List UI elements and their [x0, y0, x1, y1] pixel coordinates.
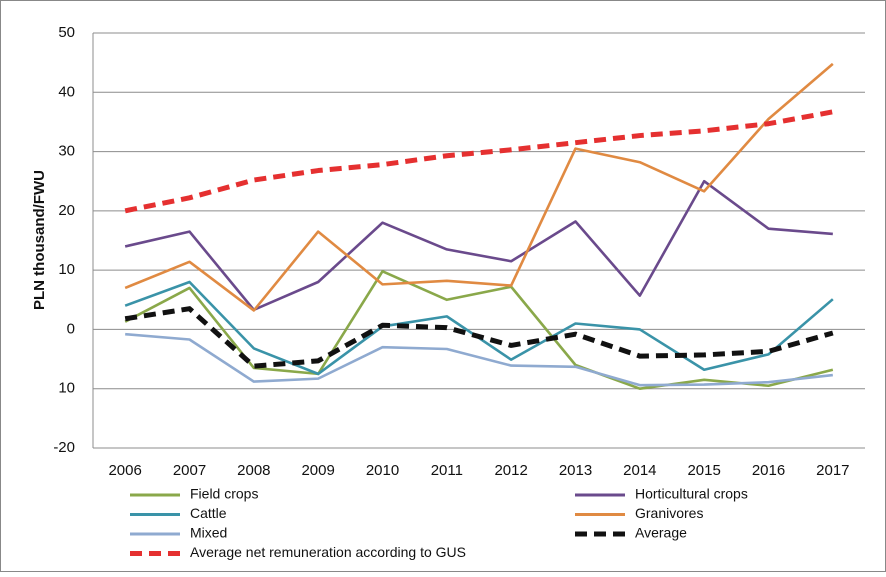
- legend-label: Granivores: [635, 505, 703, 521]
- y-tick-label: 0: [67, 320, 75, 337]
- series-line: [124, 62, 834, 312]
- series-line: [124, 179, 833, 312]
- y-tick-label: 20: [58, 202, 75, 219]
- legend-label: Cattle: [190, 505, 227, 521]
- series-line: [125, 332, 833, 387]
- legend-label: Average: [635, 525, 687, 541]
- x-tick-label: 2006: [108, 462, 141, 479]
- x-tick-label: 2017: [816, 462, 849, 479]
- y-axis-label: PLN thousand/FWU: [31, 170, 48, 310]
- x-tick-label: 2007: [173, 462, 206, 479]
- legend-label: Mixed: [190, 525, 227, 541]
- legend-label: Horticultural crops: [635, 486, 748, 502]
- y-tick-label: 30: [58, 143, 75, 160]
- y-tick-label: 50: [58, 24, 75, 41]
- x-tick-label: 2008: [237, 462, 270, 479]
- x-tick-label: 2012: [494, 462, 527, 479]
- x-tick-label: 2014: [623, 462, 656, 479]
- x-tick-label: 2009: [301, 462, 334, 479]
- series-line: [124, 109, 834, 214]
- x-tick-label: 2015: [687, 462, 720, 479]
- y-tick-label: 10: [58, 261, 75, 278]
- y-tick-label: 10: [58, 380, 75, 397]
- x-tick-label: 2013: [559, 462, 592, 479]
- x-tick-label: 2016: [752, 462, 785, 479]
- x-tick-label: 2011: [431, 462, 463, 479]
- y-tick-label: -20: [53, 439, 75, 456]
- series-line: [124, 306, 834, 369]
- legend-label: Average net remuneration according to GU…: [190, 544, 466, 560]
- legend-label: Field crops: [190, 486, 258, 502]
- x-tick-label: 2010: [366, 462, 399, 479]
- y-tick-label: 40: [58, 83, 75, 100]
